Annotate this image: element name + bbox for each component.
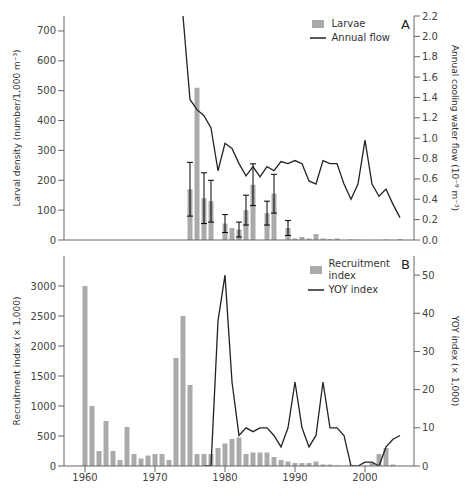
svg-text:0.6: 0.6 (422, 173, 438, 184)
svg-text:1970: 1970 (142, 472, 167, 483)
svg-text:1500: 1500 (31, 371, 56, 382)
svg-text:0.8: 0.8 (422, 153, 438, 164)
svg-text:1.0: 1.0 (422, 133, 438, 144)
svg-text:700: 700 (37, 25, 56, 36)
svg-text:200: 200 (37, 175, 56, 186)
svg-text:0: 0 (50, 235, 56, 246)
svg-text:1000: 1000 (31, 401, 56, 412)
svg-text:1.2: 1.2 (422, 112, 438, 123)
html-text:Recruitment index: Recruitment index (328, 258, 390, 281)
svg-text:500: 500 (37, 431, 56, 442)
svg-text:100: 100 (37, 205, 56, 216)
svg-text:0.0: 0.0 (422, 235, 438, 246)
svg-text:Larval density (number/1,000 m: Larval density (number/1,000 m⁻³) (12, 49, 22, 206)
html-text:A: A (401, 17, 410, 32)
svg-text:400: 400 (37, 115, 56, 126)
html-text:B: B (401, 257, 410, 272)
svg-text:YOY index (× 1,000): YOY index (× 1,000) (450, 315, 460, 407)
svg-text:3000: 3000 (31, 281, 56, 292)
svg-text:2000: 2000 (352, 472, 377, 483)
svg-text:Recruitment index (× 1,000): Recruitment index (× 1,000) (12, 297, 22, 426)
svg-text:2500: 2500 (31, 311, 56, 322)
svg-text:20: 20 (422, 384, 435, 395)
svg-text:300: 300 (37, 145, 56, 156)
svg-text:10: 10 (422, 422, 435, 433)
svg-text:1.6: 1.6 (422, 72, 438, 83)
svg-text:1960: 1960 (72, 472, 97, 483)
svg-text:1980: 1980 (212, 472, 237, 483)
html-text:YOY index: YOY index (328, 284, 379, 295)
svg-text:2.0: 2.0 (422, 31, 438, 42)
svg-text:0: 0 (50, 461, 56, 472)
svg-text:600: 600 (37, 55, 56, 66)
svg-text:Annual cooling water flow (10⁻: Annual cooling water flow (10⁻⁹ m⁻³) (450, 45, 460, 211)
svg-text:0.4: 0.4 (422, 194, 438, 205)
svg-text:0: 0 (422, 461, 428, 472)
svg-text:0.2: 0.2 (422, 214, 438, 225)
html-text:Annual flow: Annual flow (331, 32, 390, 43)
html-text:Larvae: Larvae (331, 18, 366, 29)
svg-text:2000: 2000 (31, 341, 56, 352)
svg-text:50: 50 (422, 270, 435, 281)
svg-text:30: 30 (422, 346, 435, 357)
svg-text:1.8: 1.8 (422, 51, 438, 62)
svg-text:1990: 1990 (282, 472, 307, 483)
svg-text:40: 40 (422, 308, 435, 319)
svg-text:500: 500 (37, 85, 56, 96)
svg-text:2.2: 2.2 (422, 11, 438, 22)
svg-text:1.4: 1.4 (422, 92, 438, 103)
